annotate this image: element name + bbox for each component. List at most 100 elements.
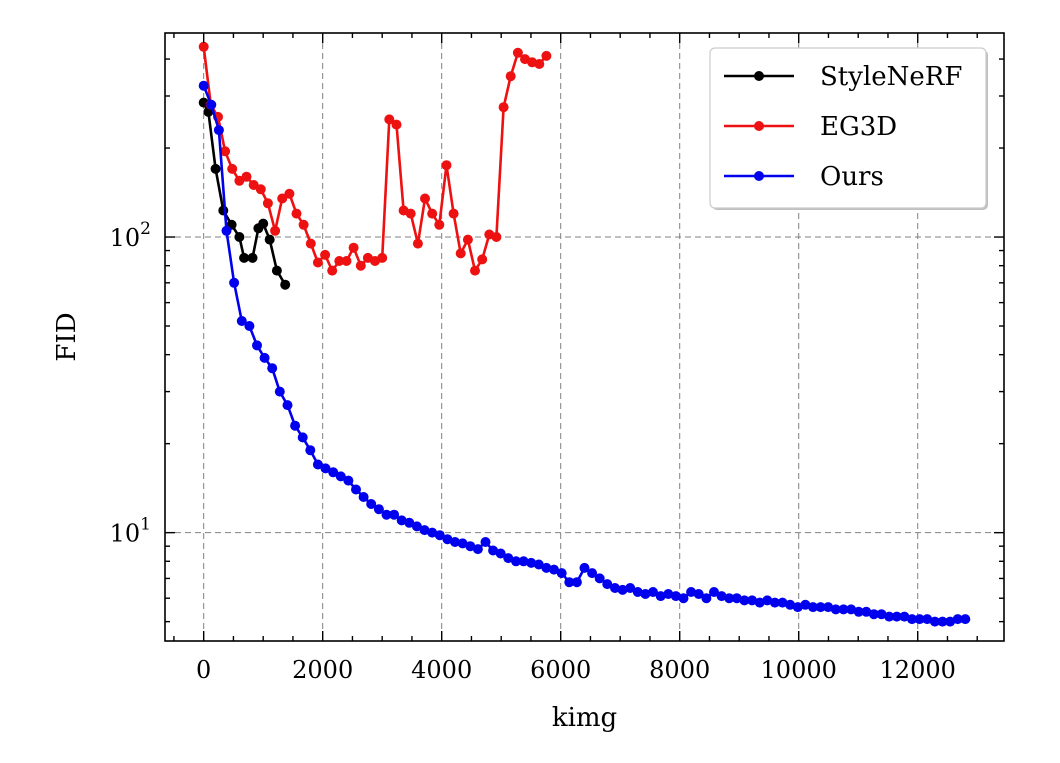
y-tick-labels: 101 102 [110,219,151,548]
x-tick-labels: 0 2000 4000 6000 8000 10000 12000 [196,656,956,684]
data-point [470,265,480,276]
data-point [210,163,221,174]
data-point [258,218,269,229]
data-point [267,363,278,374]
data-point [412,238,423,249]
data-point [929,616,940,627]
data-point [686,587,697,597]
data-point [610,583,620,593]
x-tick-label: 8000 [649,656,710,684]
data-point [441,160,452,171]
data-point [442,534,453,545]
data-point [381,509,392,520]
data-point [914,614,925,625]
data-point [823,602,834,613]
data-point [259,352,270,363]
legend: StyleNeRF EG3D Ours [709,47,988,210]
data-point [335,471,346,482]
data-point [937,616,948,627]
data-point [709,587,719,597]
data-point [922,614,933,625]
x-tick-label: 12000 [880,656,956,684]
data-point [351,484,361,495]
x-tick-label: 2000 [292,656,353,684]
data-point [465,541,476,552]
data-point [945,616,956,627]
data-point [498,102,509,113]
data-point [411,521,422,532]
data-point [198,80,209,91]
data-point [420,193,430,204]
y-tick-label: 102 [110,219,151,252]
x-tick-label: 0 [196,656,211,684]
data-point [754,597,765,608]
data-point [271,265,282,276]
data-point [419,525,430,536]
data-point [701,593,712,604]
data-point [868,609,879,620]
data-point [853,606,864,617]
data-point [891,611,902,622]
data-point [808,602,818,613]
axis-ticks [165,33,1004,641]
data-point [534,59,545,69]
data-point [348,242,359,253]
data-point [846,604,857,615]
data-point [274,386,285,397]
legend-label: StyleNeRF [820,62,962,92]
data-point [564,577,575,588]
data-point [505,71,516,82]
data-point [297,432,308,443]
data-point [541,50,552,61]
data-point [305,445,316,456]
data-point [320,249,331,260]
data-point [213,125,224,136]
legend-item: StyleNeRF [724,62,962,92]
data-point [511,556,521,567]
data-point [462,234,473,245]
data-point [472,544,483,555]
data-point [298,219,309,230]
data-point [632,587,643,597]
data-point [358,492,369,502]
series-ours [198,80,971,627]
data-point [221,225,232,236]
data-point [277,193,288,204]
legend-swatch-marker [754,121,764,131]
data-point [533,559,544,570]
legend-box [709,47,987,209]
data-point [617,584,628,595]
data-point [284,188,295,199]
data-point [571,577,582,588]
x-tick-label: 4000 [411,656,472,684]
data-point [334,256,345,266]
data-point [876,609,887,620]
data-point [861,606,872,617]
x-tick-label: 10000 [761,656,837,684]
data-point [747,595,758,606]
data-point [247,252,258,263]
data-point [264,234,275,245]
data-point [206,99,217,110]
data-point [282,400,293,411]
data-point [503,553,514,564]
data-point [512,47,523,58]
data-point [907,614,917,625]
data-point [434,530,445,541]
data-point [236,316,247,326]
data-point [290,420,301,431]
data-point [450,537,460,547]
data-point [384,114,395,125]
series-eg3d [198,41,552,276]
data-point [389,509,400,520]
data-point [480,537,491,547]
data-point [255,184,266,195]
data-point [312,257,323,268]
data-point [960,614,971,625]
data-point [457,538,468,549]
y-axis-label: FID [52,312,82,361]
data-point [291,208,302,219]
data-point [838,604,849,615]
data-point [556,568,567,579]
